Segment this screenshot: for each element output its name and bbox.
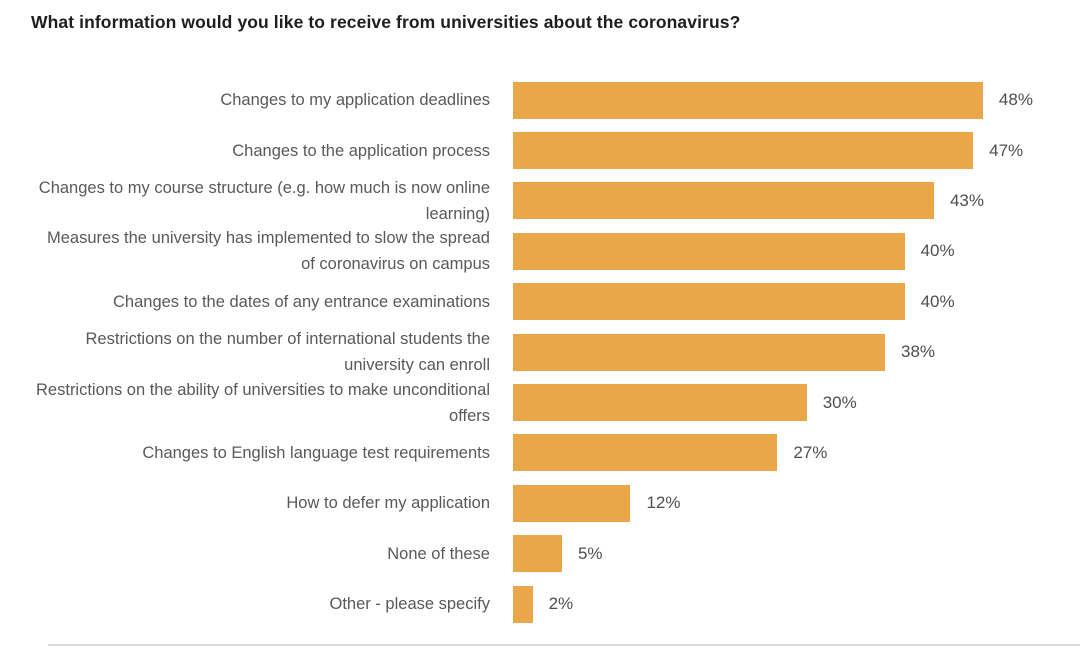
- category-label: Changes to my course structure (e.g. how…: [38, 178, 490, 223]
- chart-row: Measures the university has implemented …: [30, 226, 1080, 276]
- value-label: 12%: [646, 493, 681, 513]
- category-label: Other - please specify: [329, 595, 491, 614]
- bar: [513, 182, 934, 220]
- bottom-divider: [48, 644, 1080, 646]
- bar: [513, 81, 983, 119]
- value-label: 48%: [998, 90, 1033, 110]
- chart-title: What information would you like to recei…: [31, 12, 741, 32]
- value-label: 43%: [949, 190, 984, 210]
- bar: [513, 535, 562, 573]
- value-label: 27%: [793, 442, 828, 462]
- chart-row: Restrictions on the ability of universit…: [30, 377, 1080, 427]
- chart-row: Changes to English language test require…: [30, 428, 1080, 478]
- value-label: 38%: [901, 342, 936, 362]
- chart-row: Changes to my course structure (e.g. how…: [30, 176, 1080, 226]
- category-label: Measures the university has implemented …: [47, 229, 490, 274]
- bar: [513, 333, 886, 371]
- category-label: Restrictions on the number of internatio…: [85, 330, 490, 375]
- chart-row: How to defer my application 12%: [30, 478, 1080, 528]
- category-label: Restrictions on the ability of universit…: [36, 380, 490, 425]
- bar: [513, 434, 778, 472]
- category-label: How to defer my application: [286, 494, 490, 513]
- bar: [513, 384, 807, 422]
- value-label: 2%: [548, 594, 574, 614]
- chart-row: Changes to the dates of any entrance exa…: [30, 277, 1080, 327]
- chart-row: Other - please specify 2%: [30, 579, 1080, 629]
- category-label: Changes to my application deadlines: [220, 91, 490, 110]
- chart-row: None of these 5%: [30, 529, 1080, 579]
- bar: [513, 585, 533, 623]
- value-label: 40%: [920, 241, 955, 261]
- bar: [513, 283, 905, 321]
- chart-row: Changes to my application deadlines 48%: [30, 75, 1080, 125]
- value-label: 5%: [577, 543, 603, 563]
- category-label: Changes to English language test require…: [142, 443, 490, 462]
- value-label: 47%: [989, 140, 1024, 160]
- category-label: Changes to the dates of any entrance exa…: [113, 292, 490, 311]
- value-label: 40%: [920, 291, 955, 311]
- bar: [513, 132, 974, 170]
- chart-row: Changes to the application process 47%: [30, 125, 1080, 175]
- bar: [513, 232, 905, 270]
- bar-chart: Changes to my application deadlines 48% Ch…: [30, 75, 1080, 629]
- chart-row: Restrictions on the number of internatio…: [30, 327, 1080, 377]
- category-label: None of these: [387, 544, 490, 563]
- bar: [513, 484, 631, 522]
- value-label: 30%: [822, 392, 857, 412]
- category-label: Changes to the application process: [232, 141, 490, 160]
